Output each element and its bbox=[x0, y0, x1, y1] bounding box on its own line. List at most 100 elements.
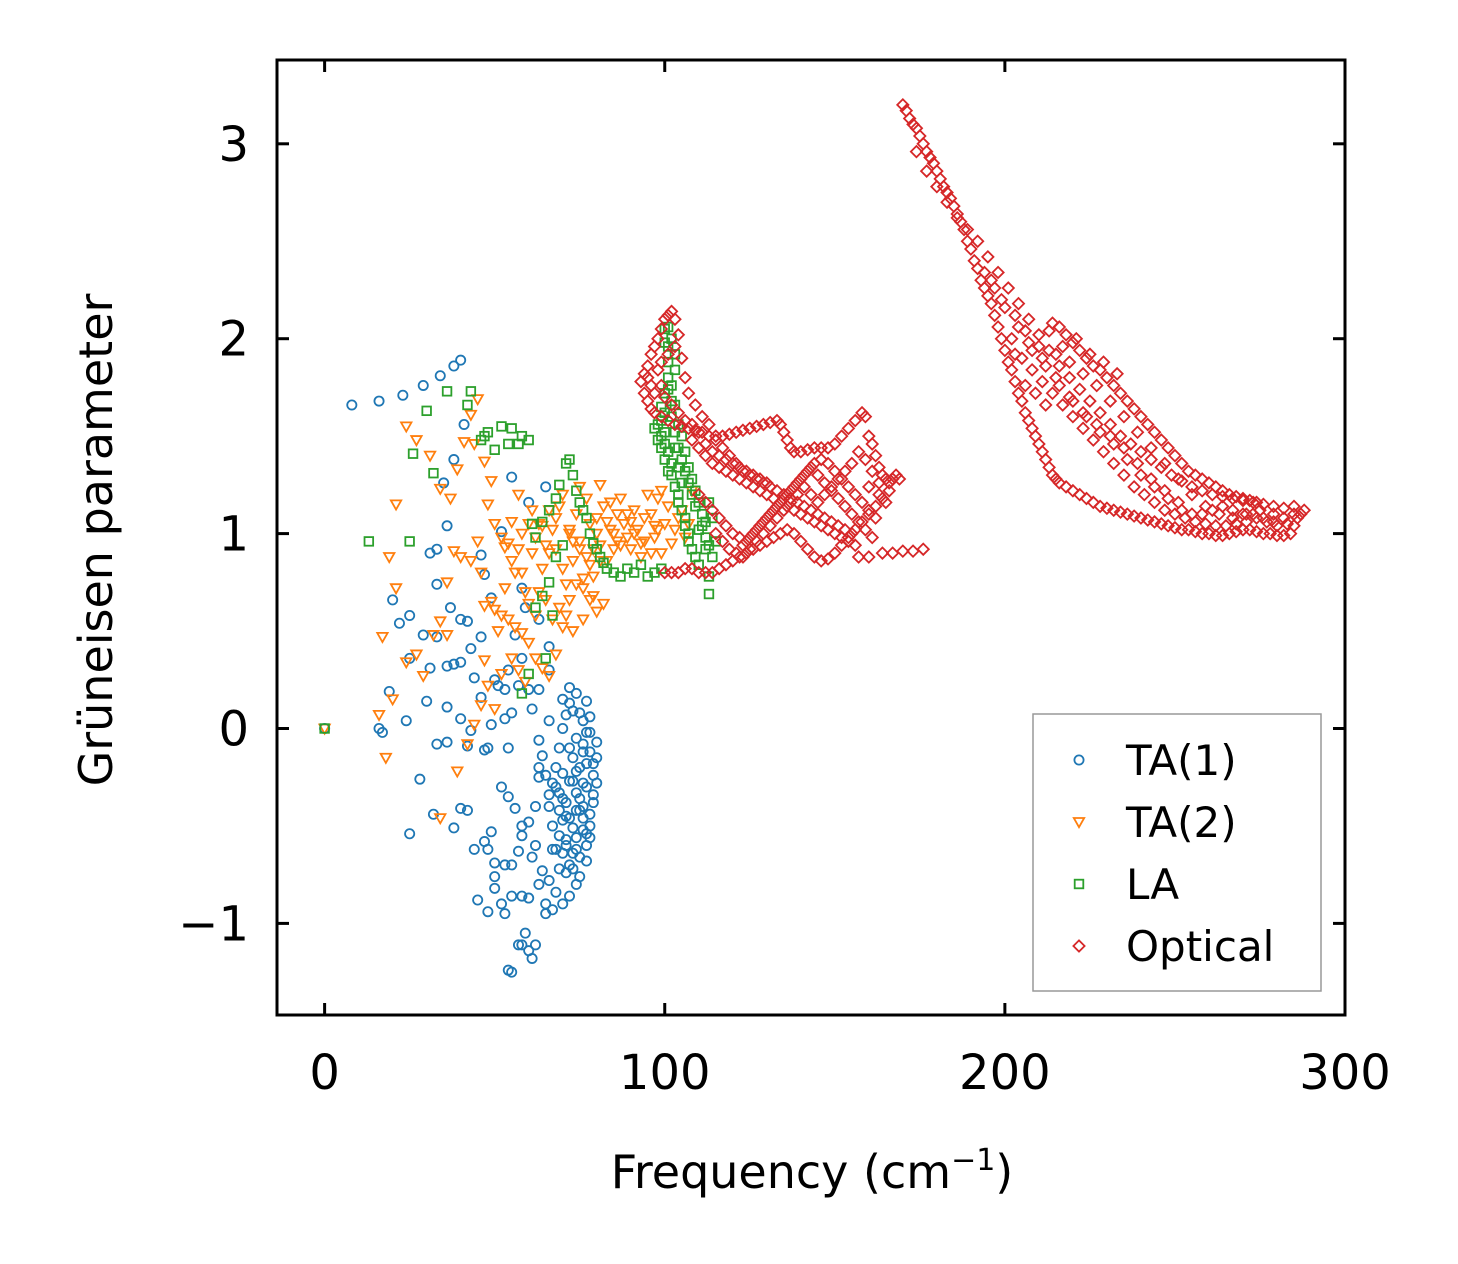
data-point bbox=[678, 413, 693, 428]
data-point bbox=[591, 736, 603, 748]
data-point bbox=[1093, 499, 1107, 514]
data-point bbox=[868, 511, 883, 525]
data-point bbox=[1208, 479, 1223, 494]
data-point bbox=[742, 542, 757, 557]
data-point bbox=[572, 544, 587, 557]
data-point bbox=[736, 423, 750, 438]
data-point bbox=[450, 766, 465, 779]
data-point bbox=[620, 532, 635, 545]
data-point bbox=[676, 477, 687, 489]
data-point bbox=[421, 695, 433, 707]
data-point bbox=[878, 495, 893, 510]
data-point bbox=[461, 615, 473, 627]
data-point bbox=[494, 669, 509, 681]
data-point bbox=[729, 546, 744, 560]
data-point bbox=[441, 660, 453, 672]
data-point bbox=[557, 767, 569, 779]
data-point bbox=[654, 409, 669, 424]
data-point bbox=[523, 668, 534, 680]
data-point bbox=[1287, 507, 1301, 521]
data-point bbox=[824, 479, 839, 494]
axis-ticks: 0 100 200 300 −1 0 1 2 3 bbox=[178, 60, 1391, 1101]
data-point bbox=[570, 804, 582, 816]
data-point bbox=[1127, 401, 1141, 416]
data-point bbox=[647, 386, 662, 401]
data-point bbox=[970, 261, 985, 276]
data-point bbox=[807, 515, 822, 529]
data-point bbox=[654, 485, 669, 498]
data-point bbox=[851, 444, 866, 459]
data-point bbox=[387, 594, 399, 606]
data-point bbox=[593, 479, 607, 492]
data-point bbox=[495, 781, 507, 793]
data-point bbox=[562, 594, 577, 607]
data-point bbox=[543, 875, 555, 887]
data-point bbox=[533, 734, 545, 746]
data-point bbox=[581, 695, 593, 707]
data-point bbox=[841, 479, 856, 494]
data-point bbox=[559, 579, 573, 592]
data-point bbox=[540, 908, 552, 920]
data-point bbox=[659, 454, 670, 465]
data-point bbox=[749, 419, 764, 434]
data-point bbox=[705, 503, 720, 518]
data-point bbox=[1246, 507, 1261, 521]
data-point bbox=[477, 655, 492, 668]
data-point bbox=[506, 707, 518, 719]
data-point bbox=[1093, 425, 1107, 440]
data-point bbox=[1032, 339, 1046, 354]
data-point bbox=[495, 898, 507, 910]
data-point bbox=[482, 427, 494, 438]
legend: TA(1) TA(2) LA Optical bbox=[1032, 713, 1322, 992]
data-point bbox=[1066, 335, 1080, 350]
data-point bbox=[858, 409, 873, 424]
data-point bbox=[553, 787, 565, 799]
data-point bbox=[515, 528, 529, 541]
data-point bbox=[674, 351, 689, 366]
data-point bbox=[572, 481, 587, 494]
data-point bbox=[719, 452, 733, 467]
data-point bbox=[683, 462, 694, 473]
data-point bbox=[464, 555, 478, 568]
data-point bbox=[477, 456, 492, 469]
data-point bbox=[1161, 491, 1176, 506]
data-point bbox=[844, 507, 859, 521]
data-point bbox=[441, 386, 453, 397]
data-point bbox=[553, 742, 565, 754]
data-point bbox=[1140, 417, 1155, 432]
data-point bbox=[834, 530, 849, 545]
data-point bbox=[1045, 316, 1060, 330]
data-point bbox=[564, 890, 576, 902]
data-point bbox=[1134, 468, 1148, 483]
data-point bbox=[1236, 507, 1250, 521]
data-point bbox=[1066, 483, 1080, 498]
data-point bbox=[1157, 503, 1172, 518]
data-point bbox=[596, 501, 611, 514]
data-point bbox=[372, 709, 386, 722]
data-point bbox=[399, 421, 413, 434]
data-point bbox=[529, 839, 541, 851]
data-point bbox=[987, 308, 1002, 323]
data-point bbox=[458, 418, 470, 430]
data-point bbox=[712, 511, 727, 525]
data-point bbox=[673, 462, 684, 473]
data-point bbox=[790, 487, 805, 502]
data-point bbox=[516, 688, 528, 699]
data-point bbox=[662, 356, 674, 368]
data-point bbox=[426, 630, 441, 642]
data-point bbox=[499, 713, 511, 725]
x-tick-label: 300 bbox=[1299, 1045, 1391, 1101]
data-point bbox=[523, 892, 535, 904]
data-point bbox=[495, 526, 507, 538]
data-point bbox=[461, 804, 473, 816]
data-point bbox=[756, 526, 771, 541]
data-point bbox=[1256, 511, 1271, 525]
series-optical bbox=[634, 97, 1312, 580]
data-point bbox=[1144, 452, 1159, 467]
data-point bbox=[567, 705, 579, 717]
data-point bbox=[1130, 425, 1145, 440]
data-point bbox=[963, 242, 978, 256]
data-point bbox=[455, 802, 467, 814]
data-point bbox=[766, 530, 781, 545]
data-point bbox=[596, 598, 611, 611]
